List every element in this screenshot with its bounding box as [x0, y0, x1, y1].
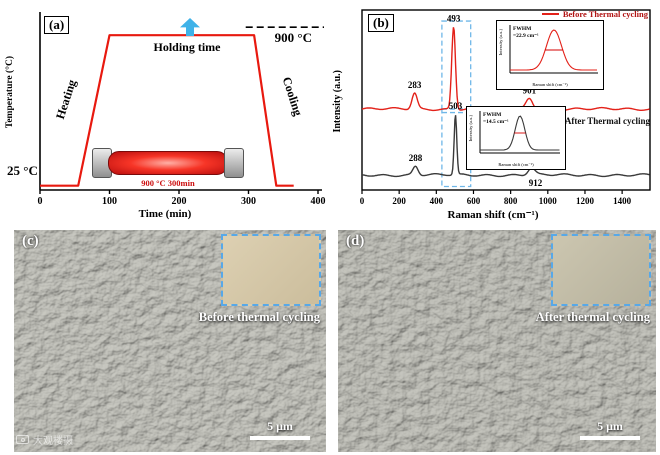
watermark-text: 大观楼摄 — [33, 436, 73, 447]
scale-bar-line — [250, 436, 310, 440]
inset-y-axis-label: Intensity (a.u.) — [498, 29, 503, 56]
legend: Before Thermal cycling — [541, 9, 648, 19]
camera-icon — [16, 435, 29, 444]
panel-b-raman-spectra: 0 200 400 600 800 1000 1200 1400 283 493 901 288 503… — [330, 4, 656, 230]
svg-text:400: 400 — [311, 196, 326, 207]
scale-bar: 5 μm — [250, 419, 310, 440]
series-label-after: After Thermal cycling — [564, 116, 650, 126]
svg-text:283: 283 — [408, 80, 422, 90]
svg-text:288: 288 — [409, 153, 423, 163]
svg-text:912: 912 — [529, 178, 543, 188]
fwhm-inset-curve — [479, 111, 560, 154]
high-temp-annotation: 900 °C — [274, 30, 312, 45]
scale-bar-line — [580, 436, 640, 440]
scale-bar-label: 5 μm — [267, 419, 293, 433]
svg-text:503: 503 — [449, 101, 463, 111]
fwhm-inset-after: FWHM =14.5 cm⁻¹ Intensity (a.u.) Raman s… — [466, 106, 566, 170]
svg-text:200: 200 — [392, 196, 406, 206]
temperature-profile-chart: 0 100 200 300 400 — [38, 12, 326, 207]
furnace-end-cap — [224, 148, 244, 178]
svg-text:800: 800 — [504, 196, 518, 206]
y-axis-label: Intensity (a.u.) — [332, 70, 343, 133]
holding-time-annotation: Holding time — [153, 40, 221, 54]
sem-caption: After thermal cycling — [535, 310, 650, 324]
y-axis-label: Temperature (°C) — [5, 56, 15, 129]
panel-a-temperature-profile: 0 100 200 300 400 (a) Temperature (°C) Time … — [4, 4, 326, 230]
watermark: 大观楼摄 — [16, 432, 73, 447]
svg-text:901: 901 — [523, 85, 537, 95]
svg-text:0: 0 — [360, 196, 365, 206]
fwhm-annotation: FWHM =14.5 cm⁻¹ — [483, 112, 509, 125]
x-axis-label: Time (min) — [138, 208, 192, 220]
svg-text:400: 400 — [430, 196, 444, 206]
svg-text:300: 300 — [241, 196, 256, 207]
svg-text:100: 100 — [102, 196, 117, 207]
sample-photo-inset — [221, 234, 321, 306]
svg-text:1200: 1200 — [576, 196, 595, 206]
svg-text:200: 200 — [172, 196, 187, 207]
svg-text:600: 600 — [467, 196, 481, 206]
inset-x-axis-label: Raman shift (cm⁻¹) — [498, 162, 534, 167]
inset-y-axis-label: Intensity (a.u.) — [468, 115, 473, 142]
panel-label-a: (a) — [44, 16, 70, 34]
furnace-heated-body — [108, 151, 228, 175]
svg-text:1400: 1400 — [613, 196, 632, 206]
inset-x-axis-label: Raman shift (cm⁻¹) — [532, 82, 568, 87]
furnace-caption: 900 °C 300min — [141, 178, 195, 188]
legend-line-marker — [541, 13, 559, 15]
fwhm-annotation: FWHM =22.9 cm⁻¹ — [513, 26, 539, 39]
tube-furnace-illustration: 900 °C 300min — [92, 144, 244, 194]
panel-d-sem-after: (d) After thermal cycling 5 μm — [338, 230, 656, 452]
fwhm-inset-curve — [509, 25, 598, 74]
sem-caption: Before thermal cycling — [198, 310, 320, 324]
sample-photo-inset — [551, 234, 651, 306]
panel-c-sem-before: (c) Before thermal cycling 5 μm — [14, 230, 326, 452]
scale-bar: 5 μm — [580, 419, 640, 440]
x-axis-label: Raman shift (cm⁻¹) — [447, 209, 539, 221]
fwhm-inset-before: FWHM =22.9 cm⁻¹ Intensity (a.u.) Raman s… — [496, 20, 604, 90]
panel-label-d: (d) — [346, 233, 365, 249]
scale-bar-label: 5 μm — [597, 419, 623, 433]
panel-label-b: (b) — [368, 14, 394, 32]
svg-text:0: 0 — [38, 196, 43, 207]
low-temp-annotation: 25 °C — [7, 163, 38, 178]
legend-label-before: Before Thermal cycling — [562, 9, 648, 19]
panel-label-c: (c) — [22, 233, 39, 249]
svg-text:1000: 1000 — [539, 196, 558, 206]
svg-text:493: 493 — [447, 13, 461, 23]
